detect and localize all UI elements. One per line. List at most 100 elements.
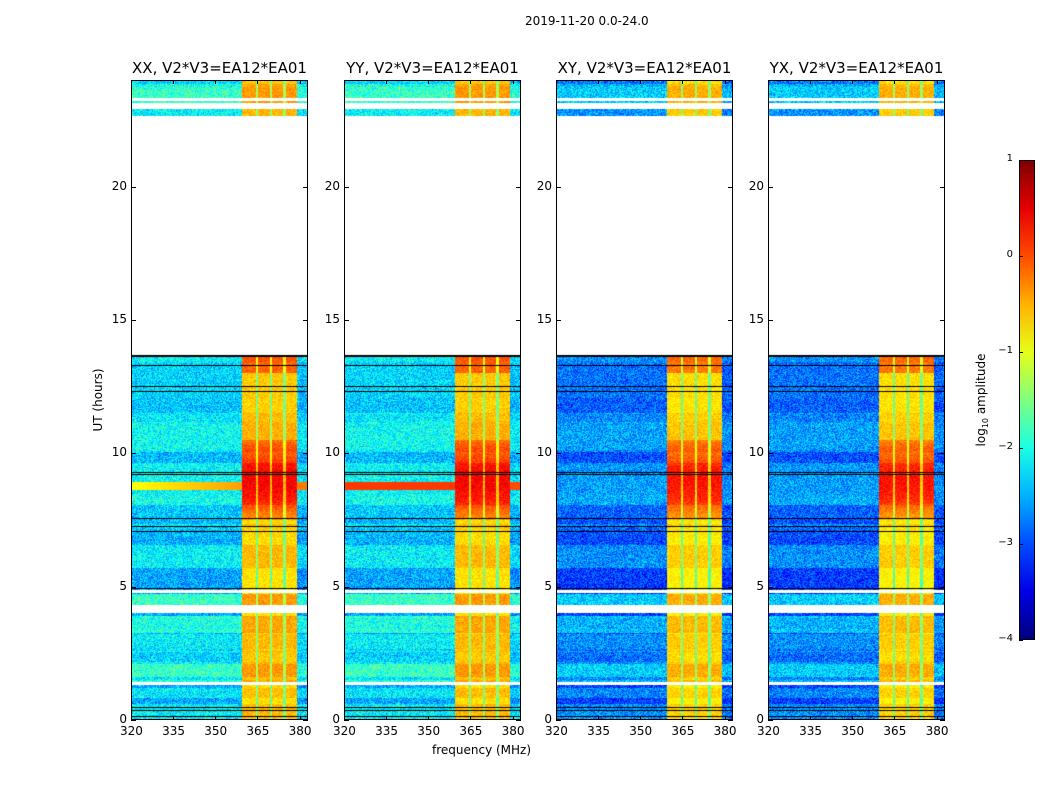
x-tick-label: 335 [162, 724, 186, 738]
y-tick-mark [556, 320, 561, 321]
x-tick-label: 350 [204, 724, 228, 738]
y-tick-mark [768, 186, 773, 188]
y-tick-label: 20 [748, 178, 764, 193]
y-tick-mark [516, 453, 521, 455]
y-tick-mark [516, 320, 521, 321]
panel-title: YX, V2*V3=EA12*EA01 [769, 59, 944, 77]
y-tick-mark [131, 320, 136, 321]
x-tick-label: 380 [713, 724, 737, 738]
panel-title: XX, V2*V3=EA12*EA01 [132, 59, 307, 77]
x-tick-label: 365 [246, 724, 270, 738]
y-tick-mark [940, 453, 945, 455]
x-tick-mark [810, 716, 812, 720]
x-tick-label: 380 [501, 724, 525, 738]
y-tick-label: 20 [111, 178, 127, 193]
y-tick-label: 0 [544, 712, 552, 726]
x-tick-mark [131, 716, 132, 720]
x-tick-mark [512, 80, 514, 84]
y-tick-mark [131, 453, 136, 455]
x-tick-mark [344, 716, 345, 720]
x-tick-mark [173, 80, 175, 84]
panel-title: XY, V2*V3=EA12*EA01 [557, 59, 732, 77]
heatmap-panel-0 [131, 80, 308, 720]
x-tick-mark [215, 716, 217, 720]
x-tick-label: 365 [671, 724, 695, 738]
y-tick-mark [131, 186, 136, 188]
x-tick-mark [598, 716, 600, 720]
y-tick-label: 10 [536, 445, 552, 460]
x-tick-mark [470, 80, 472, 84]
y-tick-mark [728, 453, 733, 455]
x-tick-mark [428, 80, 430, 84]
x-tick-label: 335 [799, 724, 823, 738]
x-tick-label: 335 [375, 724, 399, 738]
y-tick-mark [728, 720, 733, 721]
y-tick-mark [768, 586, 773, 588]
colorbar-tick-label: −2 [998, 441, 1013, 452]
x-tick-label: 380 [288, 724, 312, 738]
heatmap-image [769, 81, 944, 719]
colorbar-tick-label: 1 [1006, 153, 1013, 164]
x-tick-mark [556, 80, 557, 84]
colorbar-tick-mark [1019, 160, 1023, 161]
heatmap-panel-3 [768, 80, 945, 720]
x-tick-mark [257, 80, 259, 84]
y-tick-mark [728, 186, 733, 188]
x-tick-label: 380 [925, 724, 949, 738]
colorbar-tick-mark [1019, 640, 1023, 641]
y-tick-mark [131, 720, 136, 721]
y-tick-mark [344, 586, 349, 588]
y-axis-label: UT (hours) [91, 368, 105, 432]
x-tick-mark [386, 716, 388, 720]
y-tick-mark [556, 186, 561, 188]
x-tick-mark [768, 716, 769, 720]
y-tick-label: 20 [324, 178, 340, 193]
y-tick-mark [303, 720, 308, 721]
x-tick-mark [852, 80, 854, 84]
y-tick-label: 15 [111, 312, 127, 326]
x-tick-label: 350 [629, 724, 653, 738]
x-tick-label: 365 [883, 724, 907, 738]
y-tick-mark [940, 186, 945, 188]
y-tick-mark [344, 453, 349, 455]
y-tick-mark [344, 320, 349, 321]
y-tick-label: 15 [748, 312, 764, 326]
x-tick-label: 320 [757, 724, 780, 738]
y-tick-mark [303, 453, 308, 455]
y-tick-mark [768, 720, 773, 721]
y-tick-mark [768, 320, 773, 321]
y-tick-mark [516, 720, 521, 721]
x-tick-label: 350 [841, 724, 865, 738]
y-tick-mark [344, 720, 349, 721]
y-tick-mark [940, 320, 945, 321]
x-tick-label: 320 [120, 724, 143, 738]
x-tick-label: 320 [545, 724, 568, 738]
y-tick-mark [940, 720, 945, 721]
x-tick-mark [894, 80, 896, 84]
x-tick-mark [936, 80, 938, 84]
colorbar-tick-label: 0 [1006, 249, 1013, 260]
y-tick-mark [344, 186, 349, 188]
x-tick-mark [724, 80, 726, 84]
x-tick-mark [768, 80, 769, 84]
y-tick-mark [728, 586, 733, 588]
colorbar [1019, 160, 1035, 640]
heatmap-image [557, 81, 732, 719]
y-tick-label: 5 [544, 578, 552, 593]
y-tick-mark [556, 586, 561, 588]
x-tick-mark [682, 716, 684, 720]
colorbar-tick-mark [1019, 352, 1023, 353]
y-tick-label: 0 [332, 712, 340, 726]
y-tick-label: 5 [756, 578, 764, 593]
y-tick-label: 5 [119, 578, 127, 593]
x-tick-mark [512, 716, 514, 720]
panel-title: YY, V2*V3=EA12*EA01 [346, 59, 519, 77]
x-tick-mark [173, 716, 175, 720]
colorbar-tick-label: −3 [998, 537, 1013, 548]
x-tick-mark [682, 80, 684, 84]
x-tick-mark [131, 80, 132, 84]
colorbar-tick-mark [1019, 448, 1023, 449]
x-tick-mark [428, 716, 430, 720]
y-tick-mark [131, 586, 136, 588]
x-tick-mark [852, 716, 854, 720]
